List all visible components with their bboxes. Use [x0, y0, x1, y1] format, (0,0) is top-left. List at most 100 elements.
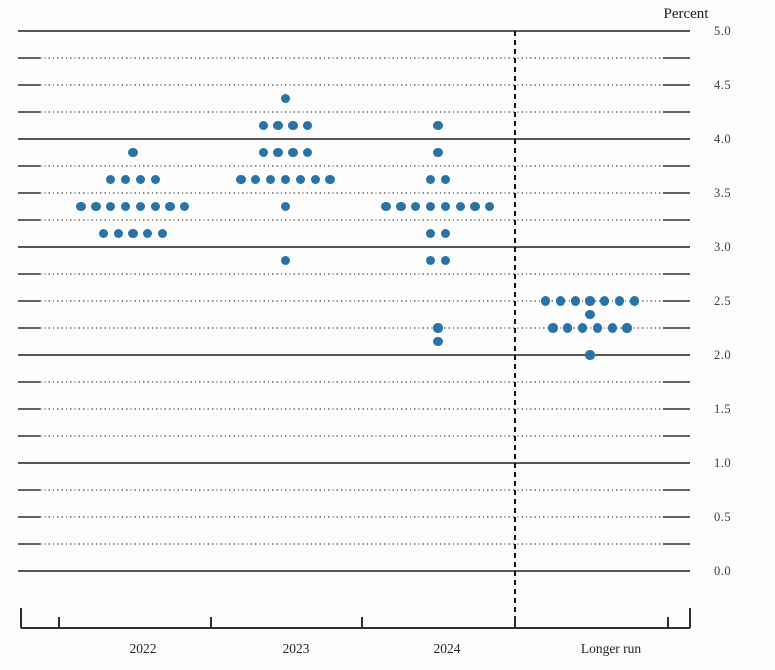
gridline-solid [18, 354, 690, 356]
column-label-2022: 2022 [129, 641, 157, 656]
projection-dot [563, 323, 573, 333]
gridline-solid [18, 30, 690, 32]
y-tick-label: 2.0 [714, 348, 732, 362]
projection-dot [165, 201, 175, 212]
projection-dot [258, 147, 268, 158]
gridline-dotted [40, 273, 663, 275]
gridline-dotted [40, 165, 663, 167]
projection-dot [106, 174, 116, 185]
gridline-dotted [40, 489, 663, 491]
projection-dot [236, 174, 246, 185]
projection-dot [288, 147, 298, 158]
projection-dot [251, 174, 261, 185]
gridline-left-dash [18, 84, 40, 86]
projection-dot [425, 228, 436, 239]
gridline-dotted [40, 543, 663, 545]
gridline-right-dash [663, 516, 690, 518]
gridline-solid [18, 246, 690, 248]
gridline-right-dash [663, 165, 690, 167]
projection-dot [577, 323, 588, 333]
y-tick-label: 2.5 [714, 294, 732, 308]
gridline-left-dash [18, 273, 40, 275]
column-label-2024: 2024 [433, 641, 461, 656]
gridline-solid [18, 138, 690, 140]
column-label-longer-run: Longer run [580, 641, 642, 656]
projection-dot [310, 174, 320, 185]
gridline-dotted [40, 219, 663, 221]
projection-dot [143, 228, 153, 239]
column-label-2023: 2023 [282, 641, 310, 656]
gridline-right-dash [663, 408, 690, 410]
projection-dot [128, 147, 138, 158]
x-axis-line [21, 627, 690, 629]
projection-dot [280, 93, 291, 104]
projection-dot [280, 201, 291, 212]
projection-dot [433, 147, 443, 158]
gridline-left-dash [18, 219, 40, 221]
gridline-dotted [40, 84, 663, 86]
x-axis-tick [361, 617, 363, 628]
projection-dot [135, 201, 145, 212]
gridline-right-dash [663, 57, 690, 59]
projection-dot [629, 296, 640, 306]
projection-dot [150, 201, 160, 212]
y-tick-label: 1.0 [714, 456, 732, 470]
y-tick-label: 0.0 [714, 564, 732, 578]
projection-dot [288, 120, 298, 131]
projection-dot [433, 323, 443, 333]
projection-dot [76, 201, 86, 212]
projection-dot [425, 201, 436, 212]
projection-dot [273, 147, 283, 158]
y-tick-label: 3.5 [714, 186, 732, 200]
longer-run-separator-dashed-line [514, 31, 516, 628]
gridline-left-dash [18, 327, 40, 329]
gridline-left-dash [18, 192, 40, 194]
projection-dot [440, 255, 450, 266]
gridline-right-dash [663, 381, 690, 383]
gridline-right-dash [663, 543, 690, 545]
y-tick-label: 5.0 [714, 24, 732, 38]
projection-dot [622, 323, 632, 333]
gridline-left-dash [18, 408, 40, 410]
y-tick-label: 4.0 [714, 132, 732, 146]
gridline-right-dash [663, 327, 690, 329]
projection-dot [455, 201, 465, 212]
gridline-left-dash [18, 435, 40, 437]
projection-dot [585, 309, 595, 320]
projection-dot [280, 174, 291, 185]
gridline-solid [18, 570, 690, 572]
projection-dot [158, 228, 168, 239]
projection-dot [425, 174, 436, 185]
projection-dot [98, 228, 108, 239]
x-axis-tick [58, 617, 60, 628]
projection-dot [425, 255, 436, 266]
gridline-left-dash [18, 381, 40, 383]
projection-dot [396, 201, 406, 212]
projection-dot [411, 201, 421, 212]
gridline-dotted [40, 381, 663, 383]
projection-dot [485, 201, 495, 212]
gridline-dotted [40, 435, 663, 437]
gridline-right-dash [663, 435, 690, 437]
projection-dot [433, 336, 443, 347]
gridline-left-dash [18, 57, 40, 59]
projection-dot [592, 323, 602, 333]
projection-dot [440, 201, 450, 212]
y-tick-label: 1.5 [714, 402, 732, 416]
gridline-left-dash [18, 300, 40, 302]
gridline-left-dash [18, 516, 40, 518]
x-axis-tick [514, 617, 516, 628]
projection-dot [128, 228, 138, 239]
projection-dot [266, 174, 276, 185]
x-axis-tick [210, 617, 212, 628]
projection-dot [570, 296, 580, 306]
x-axis-end-tick [689, 608, 692, 628]
projection-dot [303, 147, 313, 158]
projection-dot [258, 120, 268, 131]
gridline-right-dash [663, 84, 690, 86]
projection-dot [440, 228, 450, 239]
gridline-left-dash [18, 111, 40, 113]
projection-dot [91, 201, 101, 212]
projection-dot [106, 201, 116, 212]
